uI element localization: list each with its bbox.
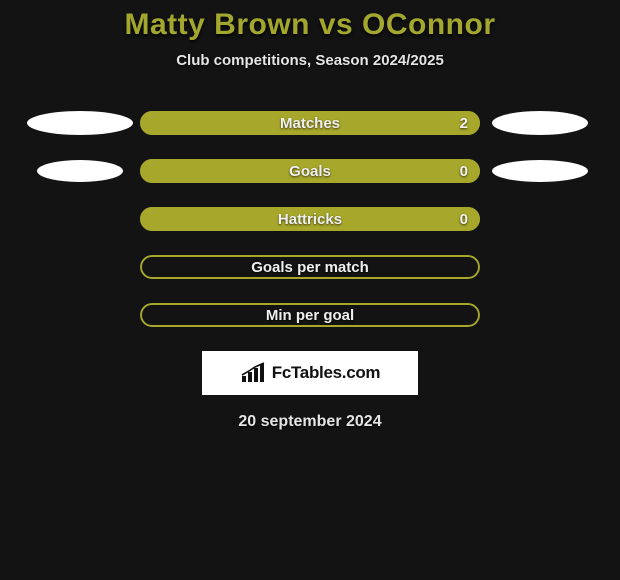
stat-bar: Goals0	[140, 159, 480, 183]
date-text: 20 september 2024	[0, 413, 620, 431]
stat-value: 0	[460, 159, 468, 183]
stat-row: Goals0	[0, 159, 620, 183]
right-indicator	[480, 160, 600, 182]
stat-bar: Min per goal	[140, 303, 480, 327]
watermark-text: FcTables.com	[272, 363, 381, 383]
stat-row: Goals per match	[0, 255, 620, 279]
ellipse-icon	[37, 160, 123, 182]
left-indicator	[20, 111, 140, 135]
subtitle: Club competitions, Season 2024/2025	[0, 52, 620, 69]
comparison-card: Matty Brown vs OConnor Club competitions…	[0, 0, 620, 431]
stat-label: Min per goal	[140, 303, 480, 327]
stat-bar: Hattricks0	[140, 207, 480, 231]
right-indicator	[480, 111, 600, 135]
page-title: Matty Brown vs OConnor	[0, 8, 620, 42]
ellipse-icon	[27, 111, 133, 135]
stat-rows: Matches2Goals0Hattricks0Goals per matchM…	[0, 111, 620, 327]
stat-label: Goals	[140, 159, 480, 183]
stat-row: Hattricks0	[0, 207, 620, 231]
stat-label: Matches	[140, 111, 480, 135]
stat-value: 0	[460, 207, 468, 231]
watermark: FcTables.com	[202, 351, 418, 395]
stat-row: Min per goal	[0, 303, 620, 327]
stat-value: 2	[460, 111, 468, 135]
left-indicator	[20, 160, 140, 182]
fctables-icon	[240, 362, 266, 384]
ellipse-icon	[492, 160, 588, 182]
stat-row: Matches2	[0, 111, 620, 135]
stat-bar: Matches2	[140, 111, 480, 135]
stat-label: Hattricks	[140, 207, 480, 231]
ellipse-icon	[492, 111, 588, 135]
stat-bar: Goals per match	[140, 255, 480, 279]
stat-label: Goals per match	[140, 255, 480, 279]
